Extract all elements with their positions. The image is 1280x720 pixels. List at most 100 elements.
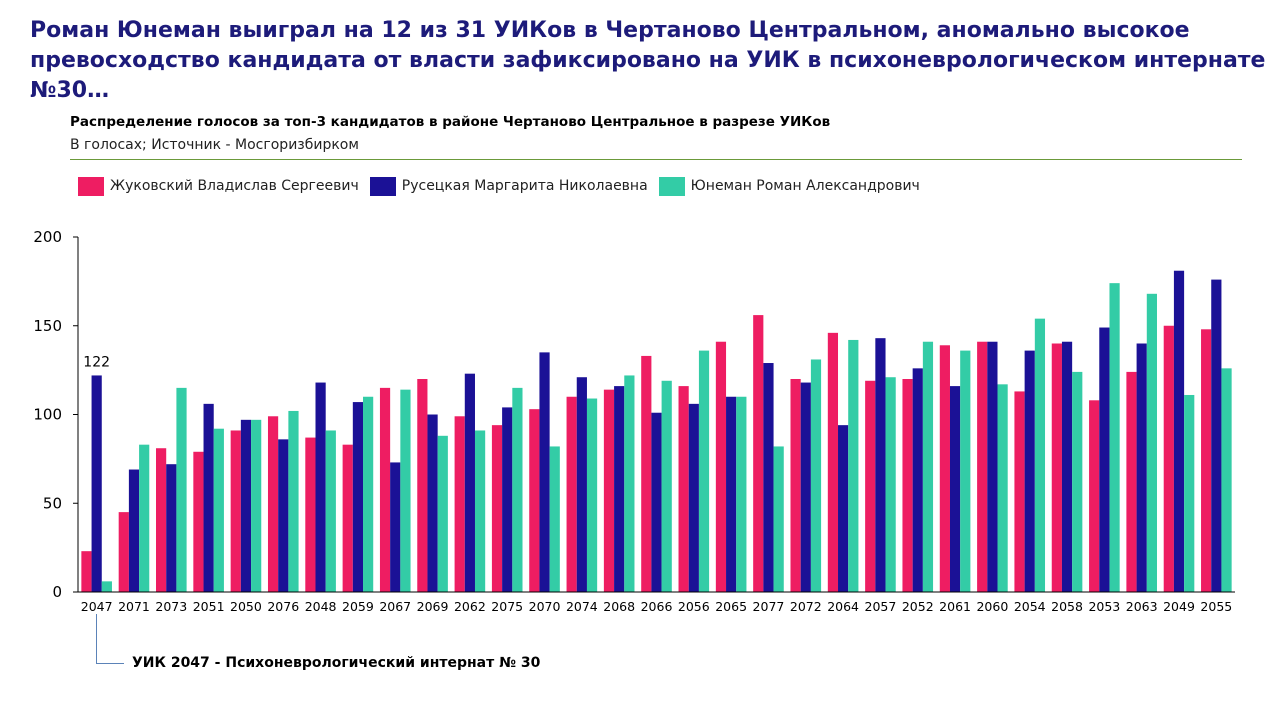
bar-2056-series-3 bbox=[698, 350, 710, 592]
legend-swatch-yuneman bbox=[658, 176, 685, 196]
bar-2065-series-2 bbox=[726, 396, 737, 592]
bar-2048-series-1 bbox=[305, 437, 316, 592]
bar-2053-series-2 bbox=[1099, 327, 1110, 592]
bar-2072-series-2 bbox=[800, 382, 811, 592]
x-tick-label: 2071 bbox=[118, 599, 150, 614]
data-label: 122 bbox=[83, 354, 110, 370]
x-tick-label: 2075 bbox=[491, 599, 523, 614]
bar-2063-series-3 bbox=[1146, 293, 1157, 592]
bar-2071-series-2 bbox=[128, 469, 140, 592]
bar-2069-series-3 bbox=[437, 435, 448, 592]
annotation-leader-horizontal bbox=[96, 663, 124, 664]
bar-2050-series-1 bbox=[230, 430, 241, 592]
x-tick-label: 2069 bbox=[417, 599, 449, 614]
bar-2058-series-3 bbox=[1072, 371, 1083, 592]
bar-2064-series-3 bbox=[848, 339, 859, 592]
bar-2063-series-1 bbox=[1126, 371, 1137, 592]
bar-2074-series-1 bbox=[566, 396, 577, 592]
bar-2055-series-1 bbox=[1201, 329, 1212, 592]
bar-2069-series-2 bbox=[427, 414, 438, 592]
x-tick-label: 2050 bbox=[230, 599, 262, 614]
bar-2068-series-2 bbox=[614, 386, 625, 592]
bar-2051-series-3 bbox=[213, 428, 224, 592]
x-tick-label: 2058 bbox=[1051, 599, 1083, 614]
x-tick-label: 2072 bbox=[790, 599, 822, 614]
x-tick-label: 2054 bbox=[1014, 599, 1046, 614]
legend-item-zhukovsky: Жуковский Владислав Сергеевич bbox=[78, 176, 359, 196]
bar-2058-series-2 bbox=[1061, 341, 1073, 592]
x-tick-label: 2061 bbox=[939, 599, 971, 614]
bar-2075-series-3 bbox=[512, 387, 523, 592]
x-tick-label: 2076 bbox=[267, 599, 299, 614]
bar-2056-series-2 bbox=[688, 403, 699, 592]
x-tick-label: 2059 bbox=[342, 599, 374, 614]
bar-2066-series-1 bbox=[641, 355, 652, 592]
bar-2059-series-2 bbox=[352, 402, 364, 592]
legend-label-rusetskaya: Русецкая Маргарита Николаевна bbox=[401, 178, 648, 194]
bar-2065-series-1 bbox=[715, 341, 727, 592]
bar-2067-series-3 bbox=[400, 389, 411, 592]
bar-2052-series-3 bbox=[922, 341, 934, 592]
bar-2050-series-2 bbox=[240, 419, 252, 592]
bar-2057-series-1 bbox=[865, 380, 876, 592]
bar-2055-series-2 bbox=[1211, 279, 1222, 592]
x-tick-label: 2047 bbox=[81, 599, 113, 614]
y-tick-label: 100 bbox=[33, 406, 62, 424]
x-tick-label: 2065 bbox=[715, 599, 747, 614]
bar-2060-series-3 bbox=[997, 384, 1008, 592]
legend-label-yuneman: Юнеман Роман Александрович bbox=[690, 178, 920, 194]
bar-2057-series-2 bbox=[875, 338, 886, 592]
x-tick-label: 2060 bbox=[976, 599, 1008, 614]
bar-2075-series-1 bbox=[491, 425, 503, 592]
bar-2070-series-2 bbox=[539, 352, 550, 592]
bar-2069-series-1 bbox=[417, 379, 428, 592]
bar-2049-series-3 bbox=[1184, 394, 1195, 592]
bar-2056-series-1 bbox=[678, 386, 689, 592]
bar-2063-series-2 bbox=[1136, 343, 1147, 592]
bar-2075-series-2 bbox=[502, 407, 513, 592]
bar-2068-series-1 bbox=[603, 389, 615, 592]
bar-2058-series-1 bbox=[1051, 343, 1062, 592]
bar-2071-series-3 bbox=[139, 444, 150, 592]
x-tick-label: 2070 bbox=[529, 599, 561, 614]
legend-swatch-zhukovsky bbox=[78, 176, 104, 196]
bar-2048-series-3 bbox=[325, 430, 336, 592]
bar-2077-series-1 bbox=[753, 315, 764, 592]
bar-2060-series-2 bbox=[987, 341, 998, 592]
bar-2049-series-2 bbox=[1173, 270, 1185, 592]
bar-2051-series-1 bbox=[193, 451, 204, 592]
bar-2052-series-2 bbox=[912, 368, 923, 592]
bar-2057-series-3 bbox=[885, 377, 896, 592]
bar-2067-series-1 bbox=[379, 387, 391, 592]
bar-2051-series-2 bbox=[203, 403, 214, 592]
bar-2067-series-2 bbox=[390, 462, 401, 592]
bar-2074-series-3 bbox=[586, 398, 598, 592]
bar-2074-series-2 bbox=[576, 377, 587, 592]
bar-2055-series-3 bbox=[1221, 368, 1232, 592]
x-tick-label: 2053 bbox=[1088, 599, 1120, 614]
title-divider bbox=[70, 159, 1242, 160]
y-tick-label: 0 bbox=[52, 583, 62, 601]
y-tick-label: 50 bbox=[43, 494, 62, 512]
bar-2062-series-2 bbox=[464, 373, 475, 592]
bar-2054-series-1 bbox=[1014, 391, 1025, 592]
headline: Роман Юнеман выиграл на 12 из 31 УИКов в… bbox=[30, 18, 1266, 103]
annotation-uik-2047: УИК 2047 - Психоневрологический интернат… bbox=[132, 655, 541, 671]
x-tick-label: 2068 bbox=[603, 599, 635, 614]
bar-2062-series-3 bbox=[474, 430, 486, 592]
bar-2072-series-3 bbox=[810, 359, 822, 592]
x-tick-label: 2052 bbox=[902, 599, 934, 614]
bar-2064-series-1 bbox=[827, 332, 839, 592]
x-tick-label: 2057 bbox=[865, 599, 897, 614]
x-tick-label: 2064 bbox=[827, 599, 859, 614]
bar-2053-series-3 bbox=[1109, 283, 1120, 592]
bar-2070-series-1 bbox=[529, 409, 540, 592]
bar-2054-series-3 bbox=[1034, 318, 1046, 592]
bar-2066-series-2 bbox=[651, 412, 662, 592]
bar-2047-series-2 bbox=[91, 375, 102, 592]
x-tick-label: 2055 bbox=[1200, 599, 1232, 614]
chart-title: Распределение голосов за топ-3 кандидато… bbox=[70, 114, 831, 130]
legend-swatch-rusetskaya bbox=[369, 176, 396, 196]
bar-2068-series-3 bbox=[624, 375, 635, 592]
